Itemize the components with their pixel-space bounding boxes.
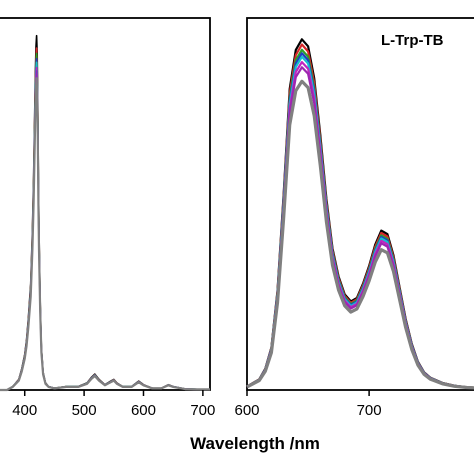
x-axis-title: Wavelength /nm xyxy=(190,434,320,453)
left-series-line-1 xyxy=(0,34,210,391)
left-series-line-2 xyxy=(0,47,210,391)
right-x-tick-label: 700 xyxy=(357,402,382,419)
left-panel: 400 500 600 700 xyxy=(0,17,215,419)
right-panel: 600 700 L-Trp-TB xyxy=(234,17,474,419)
right-series-line-2 xyxy=(246,43,474,389)
right-series-line-8 xyxy=(246,79,474,390)
left-series-line-6 xyxy=(0,66,210,391)
left-series-line-4 xyxy=(0,57,210,391)
right-plot-frame xyxy=(246,17,474,391)
panel-label: L-Trp-TB xyxy=(381,32,444,49)
left-series-line-3 xyxy=(0,52,210,391)
left-x-tick-label: 600 xyxy=(131,402,156,419)
left-series-line-7 xyxy=(0,70,210,391)
right-series-group xyxy=(246,38,474,390)
left-series-group xyxy=(0,34,210,392)
left-x-tick-label: 500 xyxy=(72,402,97,419)
left-x-tick-label: 400 xyxy=(12,402,37,419)
left-series-line-5 xyxy=(0,61,210,391)
right-series-line-1 xyxy=(246,38,474,389)
right-x-ticks: 600 700 xyxy=(234,390,382,419)
right-x-tick-label: 600 xyxy=(234,402,259,419)
left-series-line-8 xyxy=(0,77,210,392)
left-x-ticks: 400 500 600 700 xyxy=(12,390,215,419)
left-plot-frame xyxy=(0,17,211,391)
left-x-tick-label: 700 xyxy=(190,402,215,419)
